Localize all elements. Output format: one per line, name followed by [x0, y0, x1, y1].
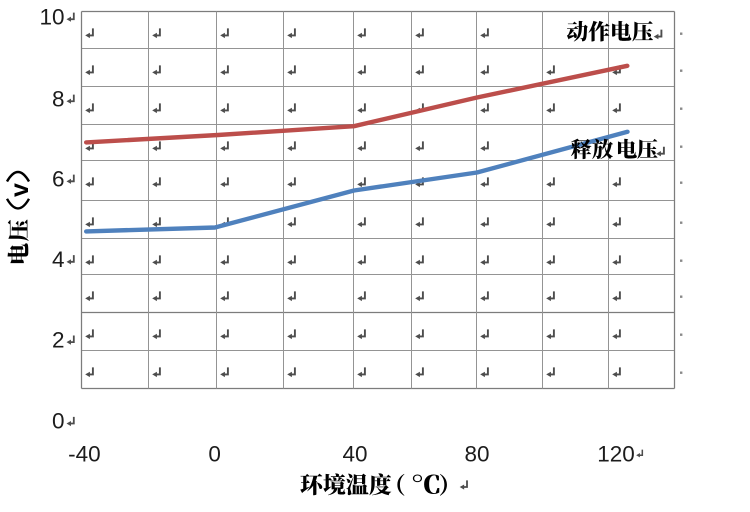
svg-text:8: 8 [52, 86, 65, 111]
svg-text:2: 2 [52, 327, 65, 352]
svg-text:-40: -40 [68, 442, 101, 467]
svg-text:120: 120 [597, 442, 635, 467]
svg-text:40: 40 [342, 442, 367, 467]
svg-text:80: 80 [464, 442, 489, 467]
svg-text:v: v [6, 183, 34, 197]
svg-text:10: 10 [39, 4, 64, 29]
svg-text:0: 0 [52, 409, 65, 434]
svg-text:0: 0 [208, 442, 221, 467]
svg-text:4: 4 [52, 247, 65, 272]
svg-text:6: 6 [52, 167, 65, 192]
